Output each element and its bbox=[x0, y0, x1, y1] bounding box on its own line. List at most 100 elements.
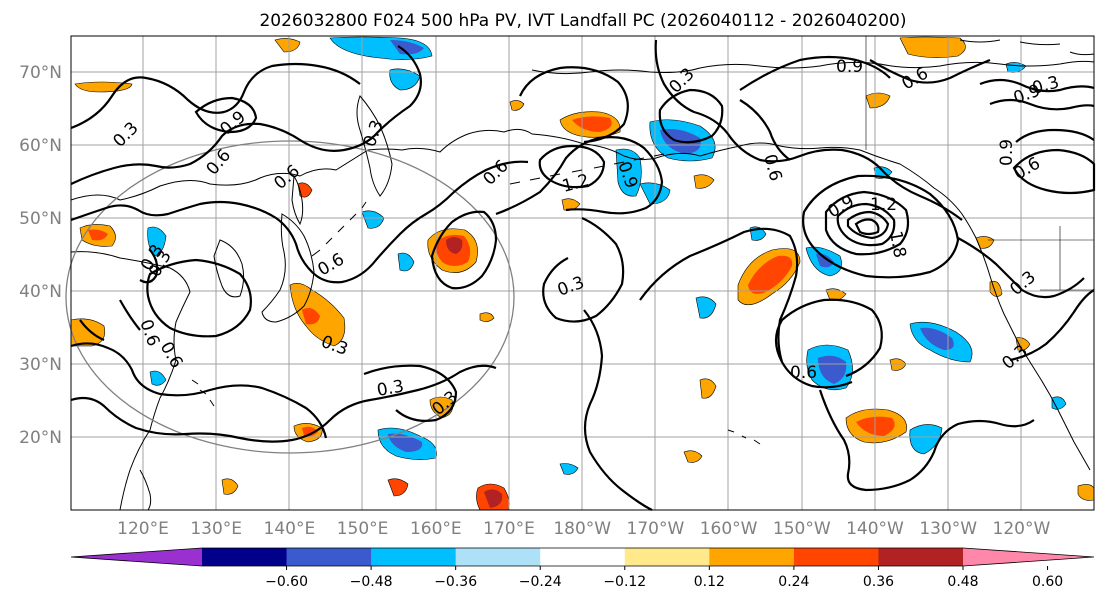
negative-anomaly bbox=[397, 252, 415, 272]
contour bbox=[836, 202, 896, 247]
positive-anomaly bbox=[509, 100, 525, 111]
contour bbox=[639, 227, 853, 389]
colorbar-bin bbox=[455, 548, 541, 566]
contour bbox=[538, 144, 606, 189]
contour bbox=[70, 160, 529, 284]
longitude-label: 150°W bbox=[773, 519, 831, 539]
contour-label: 1.2 bbox=[870, 195, 897, 215]
coastline-hawaii bbox=[727, 429, 761, 445]
coastline-korea bbox=[213, 239, 245, 298]
latitude-labels: 70°N 60°N 50°N 40°N 30°N 20°N bbox=[19, 63, 62, 448]
colorbar-extend-min bbox=[71, 548, 202, 566]
negative-anomaly bbox=[615, 148, 642, 197]
contour bbox=[146, 258, 252, 338]
longitude-label: 130°W bbox=[919, 519, 977, 539]
colorbar-tick-label: 0.12 bbox=[694, 574, 725, 590]
contour bbox=[957, 237, 1085, 299]
contour-label: 0.9 bbox=[997, 139, 1017, 166]
contour bbox=[802, 174, 960, 279]
negative-anomaly bbox=[390, 40, 424, 55]
contour bbox=[739, 99, 791, 161]
latitude-label: 60°N bbox=[19, 136, 62, 156]
colorbar-bin bbox=[793, 548, 879, 566]
longitude-label: 140°W bbox=[846, 519, 904, 539]
coastline-japan bbox=[261, 213, 315, 323]
contour bbox=[654, 39, 963, 221]
positive-anomaly bbox=[302, 426, 318, 437]
contour bbox=[194, 96, 258, 134]
colorbar-tick-label: −0.48 bbox=[350, 574, 393, 590]
negative-anomaly bbox=[559, 463, 579, 475]
contour bbox=[846, 210, 890, 240]
longitude-label: 120°W bbox=[993, 519, 1051, 539]
colorbar-outline bbox=[70, 547, 1095, 567]
positive-anomaly bbox=[387, 478, 409, 497]
contour-label: 0.6 bbox=[790, 363, 817, 383]
longitude-label: 160°E bbox=[410, 519, 462, 539]
contour bbox=[1015, 128, 1095, 143]
map-frame bbox=[70, 35, 1095, 511]
positive-anomaly bbox=[479, 312, 495, 322]
colorbar-tick-label: 0.48 bbox=[947, 574, 978, 590]
contour bbox=[79, 299, 141, 342]
longitude-label: 170°W bbox=[627, 519, 685, 539]
colorbar-bin bbox=[202, 548, 288, 566]
longitude-label: 150°E bbox=[337, 519, 389, 539]
coastline-kurils bbox=[311, 201, 367, 257]
negative-anomaly bbox=[920, 327, 954, 350]
coastlines bbox=[70, 36, 1095, 511]
contour-label: 0.9 bbox=[836, 57, 863, 77]
contour bbox=[739, 55, 891, 91]
contour bbox=[1009, 289, 1095, 362]
longitude-label: 180°W bbox=[553, 519, 611, 539]
colorbar-tick-label: 0.24 bbox=[778, 574, 809, 590]
coastline-arctic-islands bbox=[959, 39, 1095, 56]
coastline-kamchatka bbox=[356, 95, 393, 197]
longitude-label: 120°E bbox=[117, 519, 169, 539]
contour bbox=[583, 309, 653, 511]
colorbar-tick-label: −0.60 bbox=[265, 574, 308, 590]
positive-anomaly bbox=[699, 378, 717, 399]
positive-anomaly bbox=[865, 92, 891, 109]
positive-anomaly bbox=[302, 308, 320, 325]
longitude-labels: 120°E 130°E 140°E 150°E 160°E 170°E 180°W 170°W… bbox=[117, 519, 1050, 539]
contour bbox=[774, 298, 883, 378]
positive-anomaly bbox=[683, 450, 703, 463]
contour bbox=[363, 364, 458, 422]
negative-anomaly bbox=[388, 433, 423, 452]
latitude-label: 50°N bbox=[19, 209, 62, 229]
colorbar-extend-max bbox=[963, 548, 1094, 566]
negative-anomaly bbox=[149, 370, 167, 386]
contour bbox=[70, 364, 497, 443]
latitude-label: 20°N bbox=[19, 428, 62, 448]
contour bbox=[979, 78, 1095, 93]
longitude-label: 170°E bbox=[483, 519, 535, 539]
contour bbox=[542, 216, 625, 323]
contour bbox=[869, 58, 991, 84]
contour bbox=[854, 218, 880, 236]
contour bbox=[139, 249, 159, 284]
colorbar-tick-label: −0.12 bbox=[603, 574, 646, 590]
contour bbox=[658, 88, 724, 144]
coastline-asia bbox=[70, 128, 533, 201]
contour bbox=[818, 389, 1035, 492]
colorbar-bin bbox=[624, 548, 710, 566]
contour bbox=[495, 136, 664, 216]
coastline-na-west bbox=[975, 237, 1091, 471]
negative-anomaly bbox=[695, 296, 717, 319]
positive-anomaly bbox=[221, 478, 239, 495]
radius-ring bbox=[65, 140, 515, 454]
coastline-arctic bbox=[531, 60, 1095, 75]
positive-anomaly bbox=[899, 36, 966, 58]
positive-anomaly bbox=[693, 174, 715, 189]
contour bbox=[70, 62, 361, 130]
negative-anomaly bbox=[816, 253, 834, 268]
colorbar-tick-label: −0.36 bbox=[434, 574, 477, 590]
colorbar-bin bbox=[878, 548, 964, 566]
latitude-label: 70°N bbox=[19, 63, 62, 83]
colorbar-tick-label: 0.36 bbox=[863, 574, 894, 590]
longitude-label: 140°E bbox=[264, 519, 316, 539]
positive-anomaly bbox=[484, 489, 503, 508]
